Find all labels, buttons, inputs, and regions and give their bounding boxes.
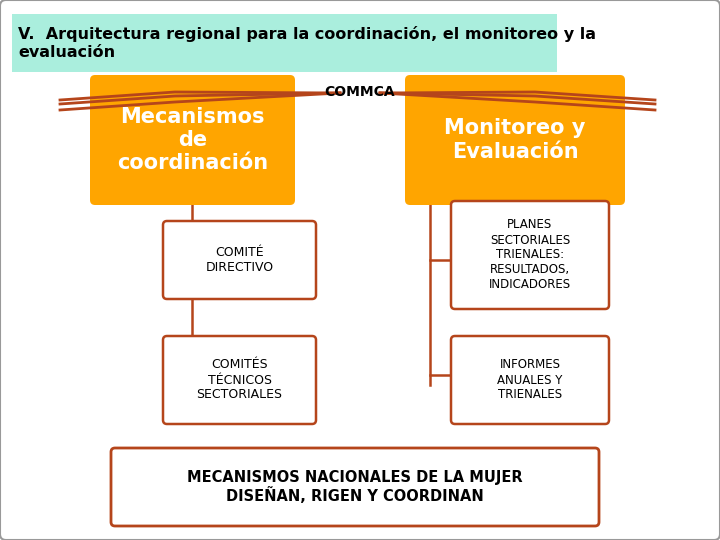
Text: PLANES
SECTORIALES
TRIENALES:
RESULTADOS,
INDICADORES: PLANES SECTORIALES TRIENALES: RESULTADOS…	[489, 219, 571, 292]
Text: Monitoreo y
Evaluación: Monitoreo y Evaluación	[444, 118, 585, 161]
Text: INFORMES
ANUALES Y
TRIENALES: INFORMES ANUALES Y TRIENALES	[498, 359, 563, 402]
Text: MECANISMOS NACIONALES DE LA MUJER
DISEÑAN, RIGEN Y COORDINAN: MECANISMOS NACIONALES DE LA MUJER DISEÑA…	[187, 470, 523, 504]
FancyBboxPatch shape	[111, 448, 599, 526]
FancyBboxPatch shape	[163, 336, 316, 424]
Text: Mecanismos
de
coordinación: Mecanismos de coordinación	[117, 107, 268, 173]
FancyBboxPatch shape	[451, 201, 609, 309]
Text: V.  Arquitectura regional para la coordinación, el monitoreo y la
evaluación: V. Arquitectura regional para la coordin…	[18, 26, 596, 60]
FancyBboxPatch shape	[451, 336, 609, 424]
Text: COMMCA: COMMCA	[325, 85, 395, 99]
FancyBboxPatch shape	[163, 221, 316, 299]
FancyBboxPatch shape	[12, 14, 557, 72]
FancyBboxPatch shape	[405, 75, 625, 205]
Text: COMITÉS
TÉCNICOS
SECTORIALES: COMITÉS TÉCNICOS SECTORIALES	[197, 359, 282, 402]
FancyBboxPatch shape	[90, 75, 295, 205]
Text: COMITÉ
DIRECTIVO: COMITÉ DIRECTIVO	[205, 246, 274, 274]
